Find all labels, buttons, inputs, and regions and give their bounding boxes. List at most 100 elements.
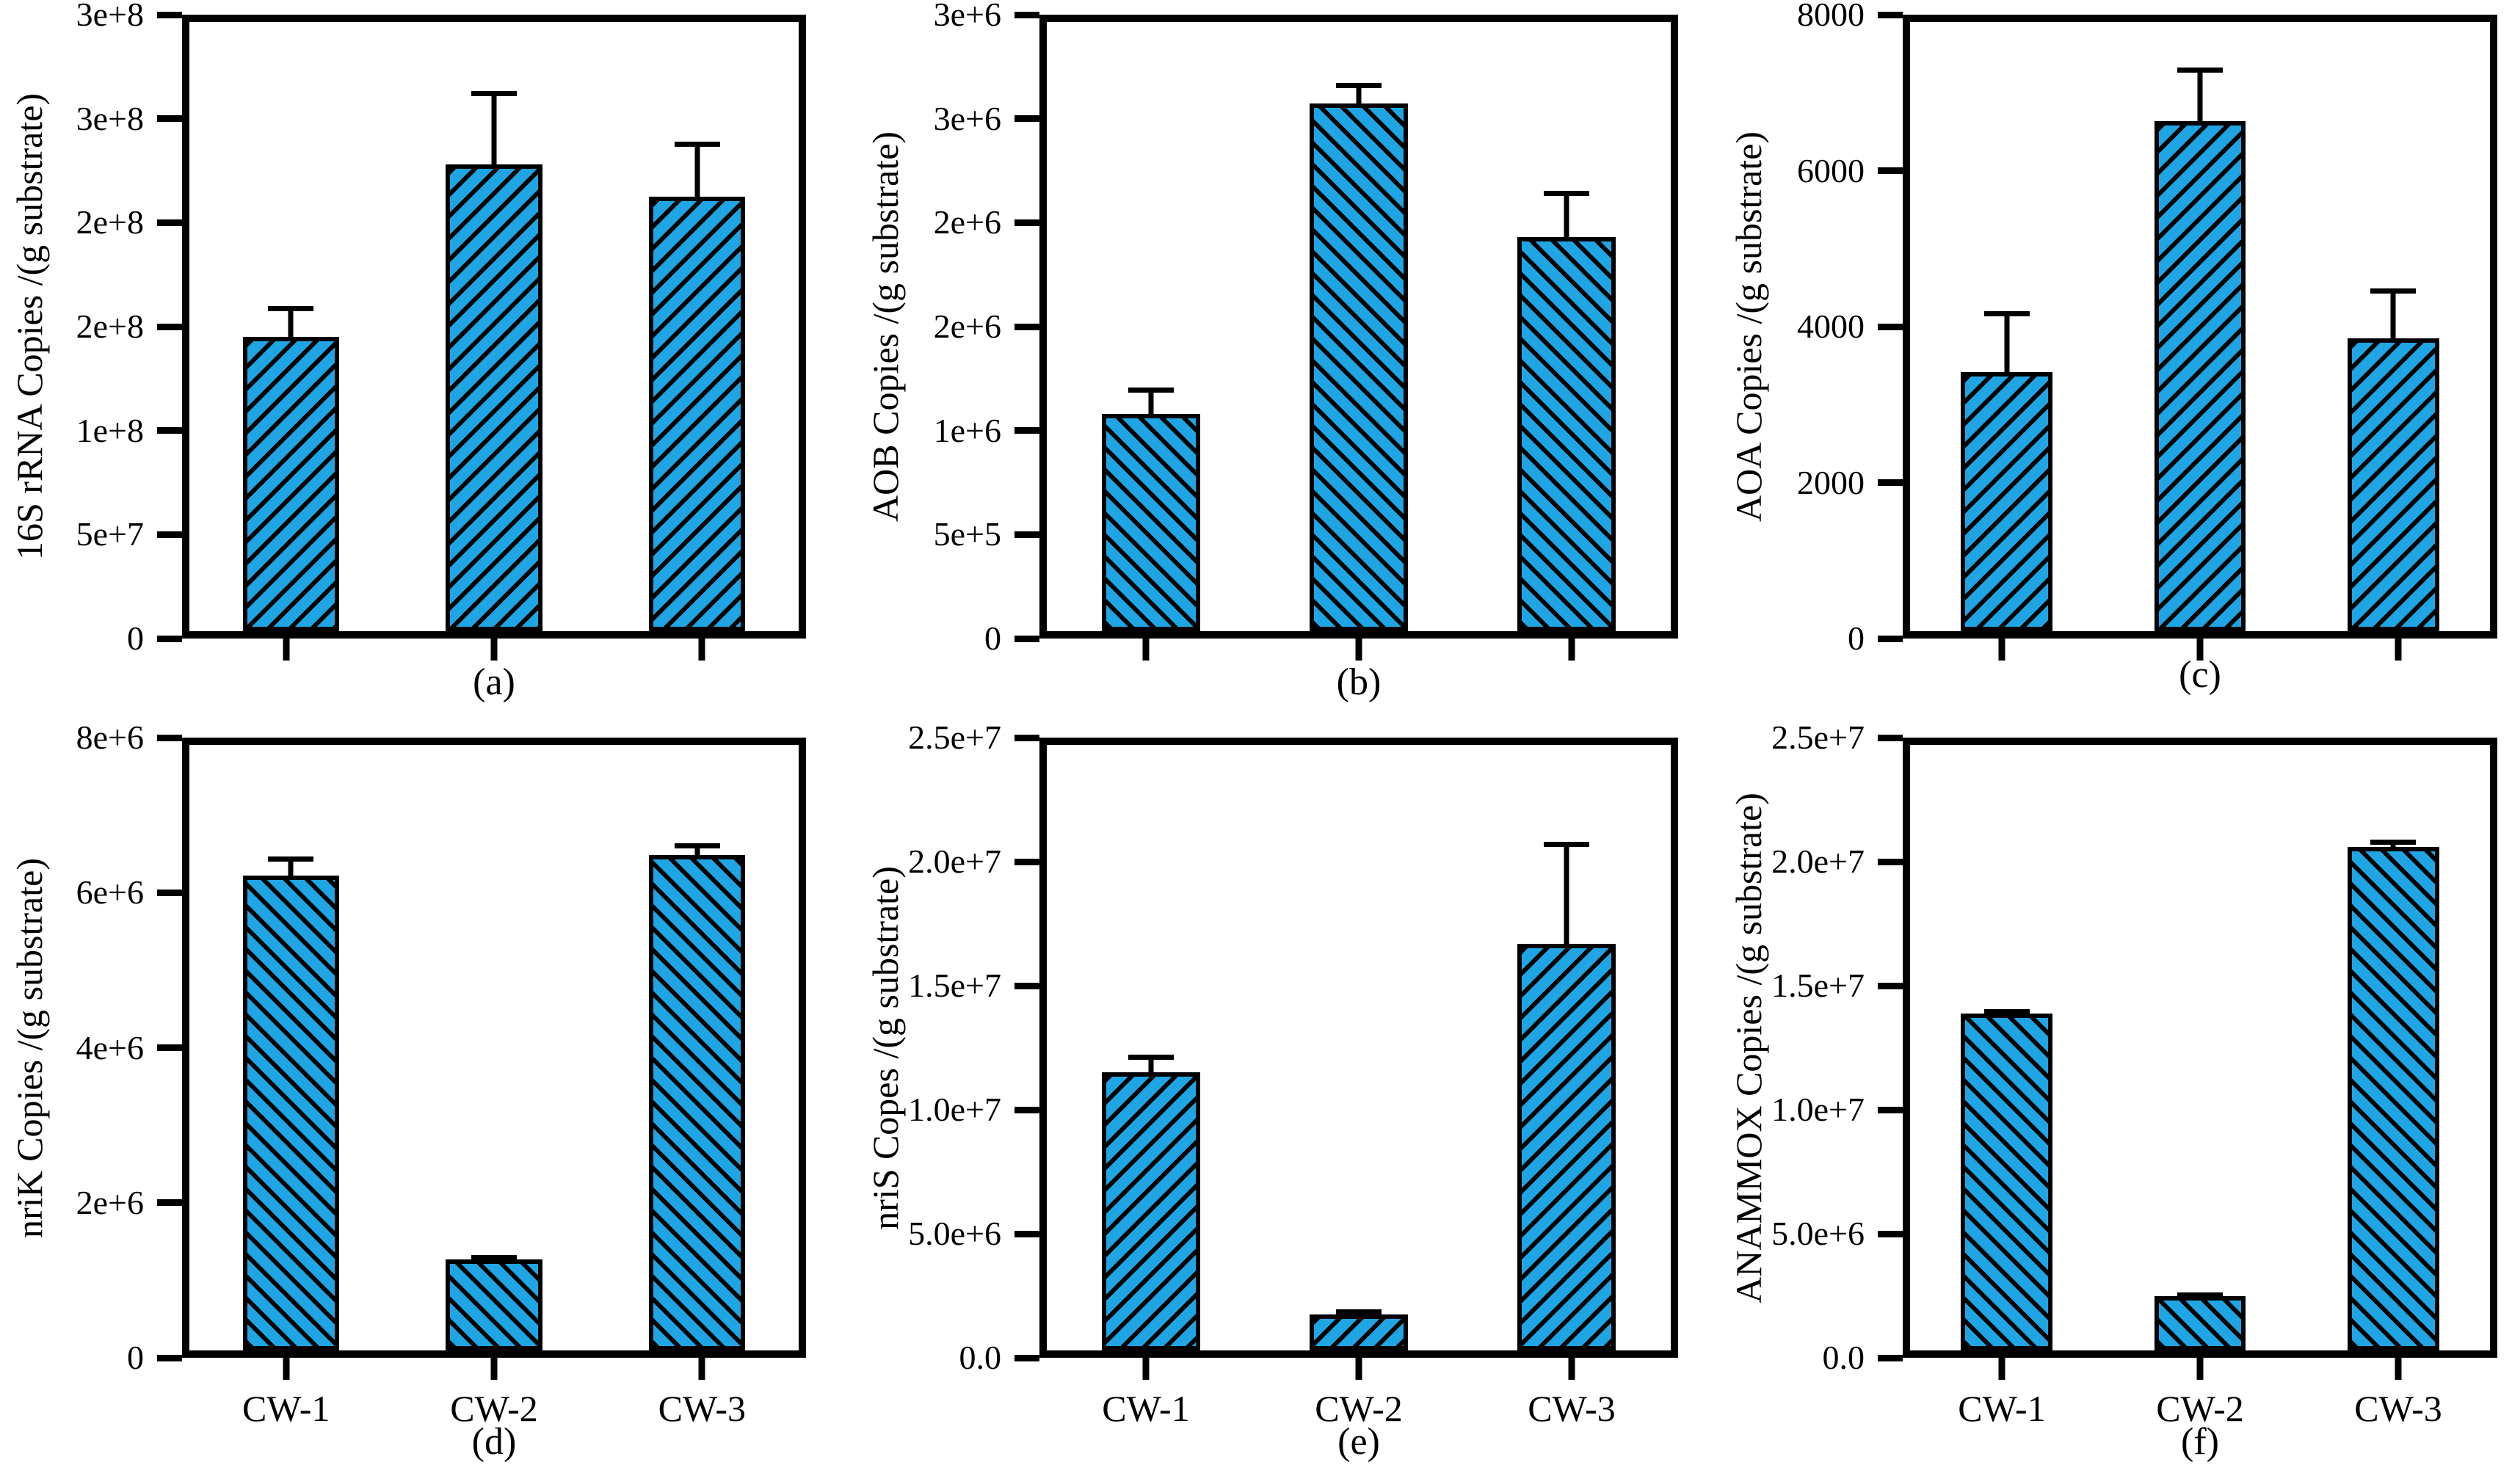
bar [1309, 1314, 1409, 1350]
x-axis-ticks [182, 639, 806, 663]
error-bar-cap [1336, 83, 1382, 88]
error-bar-cap [2177, 68, 2223, 73]
x-tick-label: CW-1 [1102, 1388, 1190, 1429]
y-axis-ticks: 0 2000 4000 6000 8000 [0, 0, 1903, 657]
y-tick-label: 6e+6 [76, 873, 144, 912]
y-tick-label: 2.0e+7 [908, 843, 1001, 880]
error-bar-cap [674, 142, 720, 148]
y-tick-label: 2.5e+7 [908, 719, 1001, 756]
y-axis-ticks: 0 5e+5 1e+6 2e+6 2e+6 3e+6 3e+6 [0, 0, 1039, 657]
plot-area [182, 738, 806, 1358]
error-bar [1148, 1055, 1154, 1072]
y-tick-label: 2e+8 [76, 308, 144, 345]
error-bar [694, 142, 700, 197]
error-bar [491, 91, 497, 164]
x-tick-mark [1998, 639, 2005, 661]
y-tick-label: 3e+6 [933, 0, 1001, 33]
y-tick-label: 2.0e+7 [1771, 843, 1865, 880]
y-tick-mark [157, 219, 182, 226]
error-bar-cap [268, 856, 314, 862]
error-bar [288, 306, 294, 337]
y-tick-mark [1878, 858, 1903, 865]
y-tick-label: 1.5e+7 [908, 967, 1001, 1004]
y-tick-mark [1014, 635, 1039, 642]
plot-area [1039, 15, 1678, 639]
error-bar [1148, 388, 1154, 414]
x-tick-label: CW-1 [242, 1388, 330, 1429]
y-axis-ticks: 0 5e+7 1e+8 2e+8 2e+8 3e+8 3e+8 [0, 0, 182, 657]
x-tick-mark [698, 639, 705, 661]
y-tick-mark [1878, 167, 1903, 174]
y-tick-label: 6000 [1797, 151, 1865, 189]
x-tick-label: CW-3 [2354, 1388, 2442, 1429]
x-tick-label: CW-3 [1528, 1388, 1616, 1429]
bar [2154, 120, 2246, 631]
y-tick-mark [1878, 734, 1903, 741]
x-tick-mark [1142, 1358, 1150, 1380]
x-axis-ticks [1903, 639, 2497, 663]
y-tick-mark [1014, 982, 1039, 989]
y-tick-label: 5.0e+6 [908, 1215, 1001, 1252]
plot-area [1903, 738, 2497, 1358]
y-tick-label: 1.0e+7 [1771, 1091, 1865, 1128]
y-tick-label: 0.0 [1822, 1339, 1865, 1376]
y-tick-mark [1014, 11, 1039, 18]
y-tick-mark [1014, 858, 1039, 865]
y-tick-label: 5e+5 [933, 515, 1001, 553]
y-tick-label: 8e+6 [76, 719, 144, 756]
bar [2347, 338, 2439, 631]
y-tick-label: 0 [127, 619, 144, 657]
error-bar-cap [1128, 388, 1174, 393]
y-tick-mark [157, 1044, 182, 1051]
y-tick-label: 3e+6 [933, 99, 1001, 137]
error-bar [694, 843, 700, 855]
y-tick-mark [1878, 635, 1903, 642]
x-tick-mark [1568, 639, 1575, 661]
bar [1961, 372, 2053, 631]
y-tick-mark [157, 323, 182, 330]
y-tick-label: 5.0e+6 [1771, 1215, 1865, 1252]
error-bar [2197, 68, 2203, 121]
x-tick-label: CW-3 [658, 1388, 747, 1429]
y-tick-label: 2000 [1797, 463, 1865, 501]
y-tick-mark [1014, 219, 1039, 226]
y-tick-label: 1.5e+7 [1771, 967, 1865, 1004]
bar [649, 854, 746, 1350]
y-tick-mark [1878, 11, 1903, 18]
error-bar [2004, 311, 2010, 373]
y-tick-label: 3e+8 [76, 99, 144, 137]
y-tick-mark [157, 427, 182, 434]
y-tick-label: 1.0e+7 [908, 1091, 1001, 1128]
y-tick-label: 4e+6 [76, 1028, 144, 1066]
error-bar [1564, 842, 1569, 944]
x-tick-mark [490, 1358, 498, 1380]
x-axis-ticks [1039, 639, 1678, 663]
bar [1101, 1072, 1200, 1350]
y-tick-mark [157, 1354, 182, 1361]
panel-letter: (f) [2181, 1421, 2219, 1463]
x-tick-mark [1142, 639, 1150, 661]
y-tick-mark [157, 531, 182, 538]
y-tick-mark [157, 115, 182, 123]
error-bar-cap [674, 843, 720, 849]
panel-letter: (d) [471, 1421, 517, 1463]
bar [1517, 943, 1616, 1350]
x-tick-mark [1998, 1358, 2005, 1380]
y-tick-mark [1878, 323, 1903, 330]
error-bar-cap [1544, 190, 1590, 196]
plot-area [1903, 15, 2497, 639]
y-tick-mark [157, 889, 182, 896]
panel-letter: (c) [2179, 654, 2221, 696]
y-tick-mark [157, 1199, 182, 1207]
x-axis-labels: CW-1 CW-2 CW-3 [1039, 1387, 1678, 1434]
y-axis-ticks: 0.0 5.0e+6 1.0e+7 1.5e+7 2.0e+7 2.5e+7 [0, 719, 1903, 1376]
error-bar-cap [1983, 1008, 2030, 1014]
x-tick-label: CW-1 [1958, 1388, 2046, 1429]
y-tick-mark [157, 734, 182, 741]
x-tick-mark [698, 1358, 705, 1380]
error-bar-cap [1544, 842, 1590, 847]
